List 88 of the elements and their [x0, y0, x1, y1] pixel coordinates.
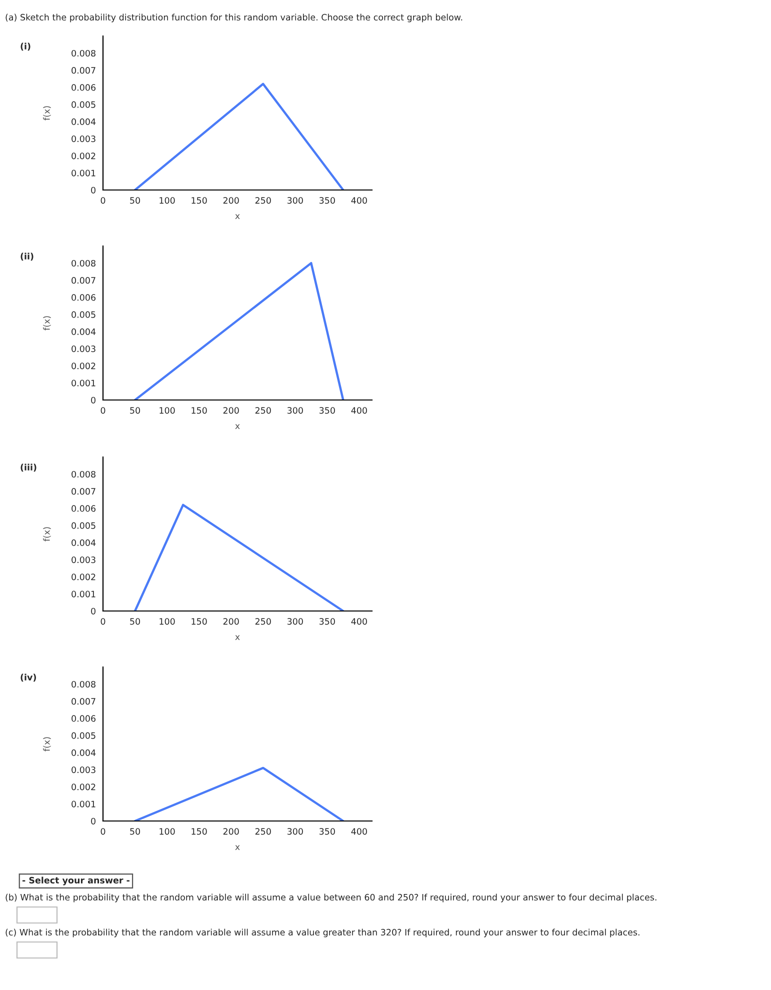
y-tick-label: 0.002 [72, 574, 96, 580]
y-axis-title: f(x) [43, 737, 51, 752]
y-tick-label: 0.008 [72, 680, 96, 688]
x-tick-label: 0 [100, 197, 106, 204]
y-tick-label: 0.002 [72, 152, 96, 160]
y-tick-label: 0.003 [72, 135, 96, 142]
x-tick-label: 0 [100, 828, 106, 835]
y-tick-label: 0.002 [72, 362, 96, 370]
text: (iii) [20, 464, 36, 472]
y-tick-label: 0.001 [72, 590, 96, 598]
x-tick-label: 400 [351, 407, 367, 414]
y-tick-label: 0.007 [72, 67, 96, 74]
y-tick-label: 0.006 [72, 715, 96, 722]
y-tick-label: 0.001 [72, 170, 96, 176]
x-tick-label: 350 [319, 828, 335, 835]
x-tick-label: 350 [319, 618, 335, 625]
x-tick-label: 50 [130, 828, 140, 835]
y-axis-title: f(x) [43, 527, 51, 542]
y-tick-label: 0.007 [72, 698, 96, 705]
x-tick-label: 50 [130, 618, 140, 625]
y-tick-label: 0.006 [72, 84, 96, 91]
y-tick-label: 0.004 [72, 539, 96, 546]
x-tick-label: 100 [160, 618, 175, 625]
y-tick-label: 0.004 [72, 749, 96, 756]
y-tick-label: 0.007 [72, 277, 96, 284]
text: (i) [20, 42, 30, 51]
y-tick-label: 0.003 [72, 556, 96, 564]
x-tick-label: 400 [351, 618, 367, 625]
x-tick-label: 150 [192, 197, 207, 204]
x-tick-label: 200 [223, 618, 239, 625]
y-tick-label: 0.003 [72, 766, 96, 774]
y-tick-label: 0.003 [72, 345, 96, 352]
x-tick-label: 0 [100, 407, 106, 414]
y-axis-title: f(x) [43, 106, 51, 120]
x-tick-label: 250 [255, 618, 271, 625]
y-tick-label: 0.004 [72, 118, 96, 126]
x-tick-label: 400 [351, 197, 367, 204]
x-tick-label: 150 [192, 407, 207, 414]
y-tick-label: 0.008 [72, 260, 96, 267]
y-tick-label: 0.005 [72, 732, 96, 739]
text: (iv) [20, 674, 36, 682]
x-tick-label: 100 [160, 828, 175, 835]
x-tick-label: 100 [160, 407, 175, 414]
y-tick-label: 0.006 [72, 294, 96, 301]
x-tick-label: 250 [255, 407, 271, 414]
y-tick-label: 0.005 [72, 522, 96, 529]
y-tick-label: 0 [91, 396, 96, 404]
x-tick-label: 300 [287, 197, 303, 204]
text: (c) What is the probability that the random variable will assume a value greater than 320? If required, round your answer to four decimal places. [6, 928, 640, 938]
y-tick-label: 0.004 [72, 328, 96, 336]
x-tick-label: 250 [255, 828, 271, 835]
x-tick-label: 150 [192, 828, 207, 835]
x-tick-label: 200 [223, 407, 239, 414]
x-tick-label: 100 [160, 197, 175, 204]
x-axis-title: x [235, 635, 240, 640]
x-axis-title: x [235, 424, 240, 430]
y-tick-label: 0.001 [72, 380, 96, 386]
x-tick-label: 50 [130, 197, 140, 204]
y-tick-label: 0 [91, 608, 96, 614]
y-tick-label: 0.007 [72, 488, 96, 495]
y-tick-label: 0.005 [72, 311, 96, 318]
y-tick-label: 0 [91, 818, 96, 824]
x-tick-label: 300 [287, 828, 303, 835]
x-tick-label: 250 [255, 197, 271, 204]
y-tick-label: 0.005 [72, 101, 96, 108]
text: (b) What is the probability that the random variable will assume a value between 60 and 250? If required, round your answer to four decimal places. [6, 894, 656, 902]
x-tick-label: 300 [287, 407, 303, 414]
y-tick-label: 0.001 [72, 800, 96, 808]
y-tick-label: 0.006 [72, 505, 96, 512]
text: (a) Sketch the probability distribution function for this random variable. Choose the correct graph below. [6, 14, 462, 22]
x-axis-title: x [235, 845, 240, 850]
y-tick-label: 0.008 [72, 50, 96, 57]
y-axis-title: f(x) [43, 316, 51, 330]
x-tick-label: 150 [192, 618, 207, 625]
text: - Select your answer - [22, 876, 130, 886]
x-tick-label: 350 [319, 407, 335, 414]
x-tick-label: 350 [319, 197, 335, 204]
x-tick-label: 200 [223, 828, 239, 835]
x-tick-label: 300 [287, 618, 303, 625]
y-tick-label: 0 [91, 186, 96, 194]
x-tick-label: 400 [351, 828, 367, 835]
x-tick-label: 200 [223, 197, 239, 204]
x-axis-title: x [235, 214, 240, 220]
y-tick-label: 0.008 [72, 470, 96, 478]
x-tick-label: 50 [130, 407, 140, 414]
y-tick-label: 0.002 [72, 784, 96, 790]
x-tick-label: 0 [100, 618, 106, 625]
text: (ii) [20, 252, 34, 261]
